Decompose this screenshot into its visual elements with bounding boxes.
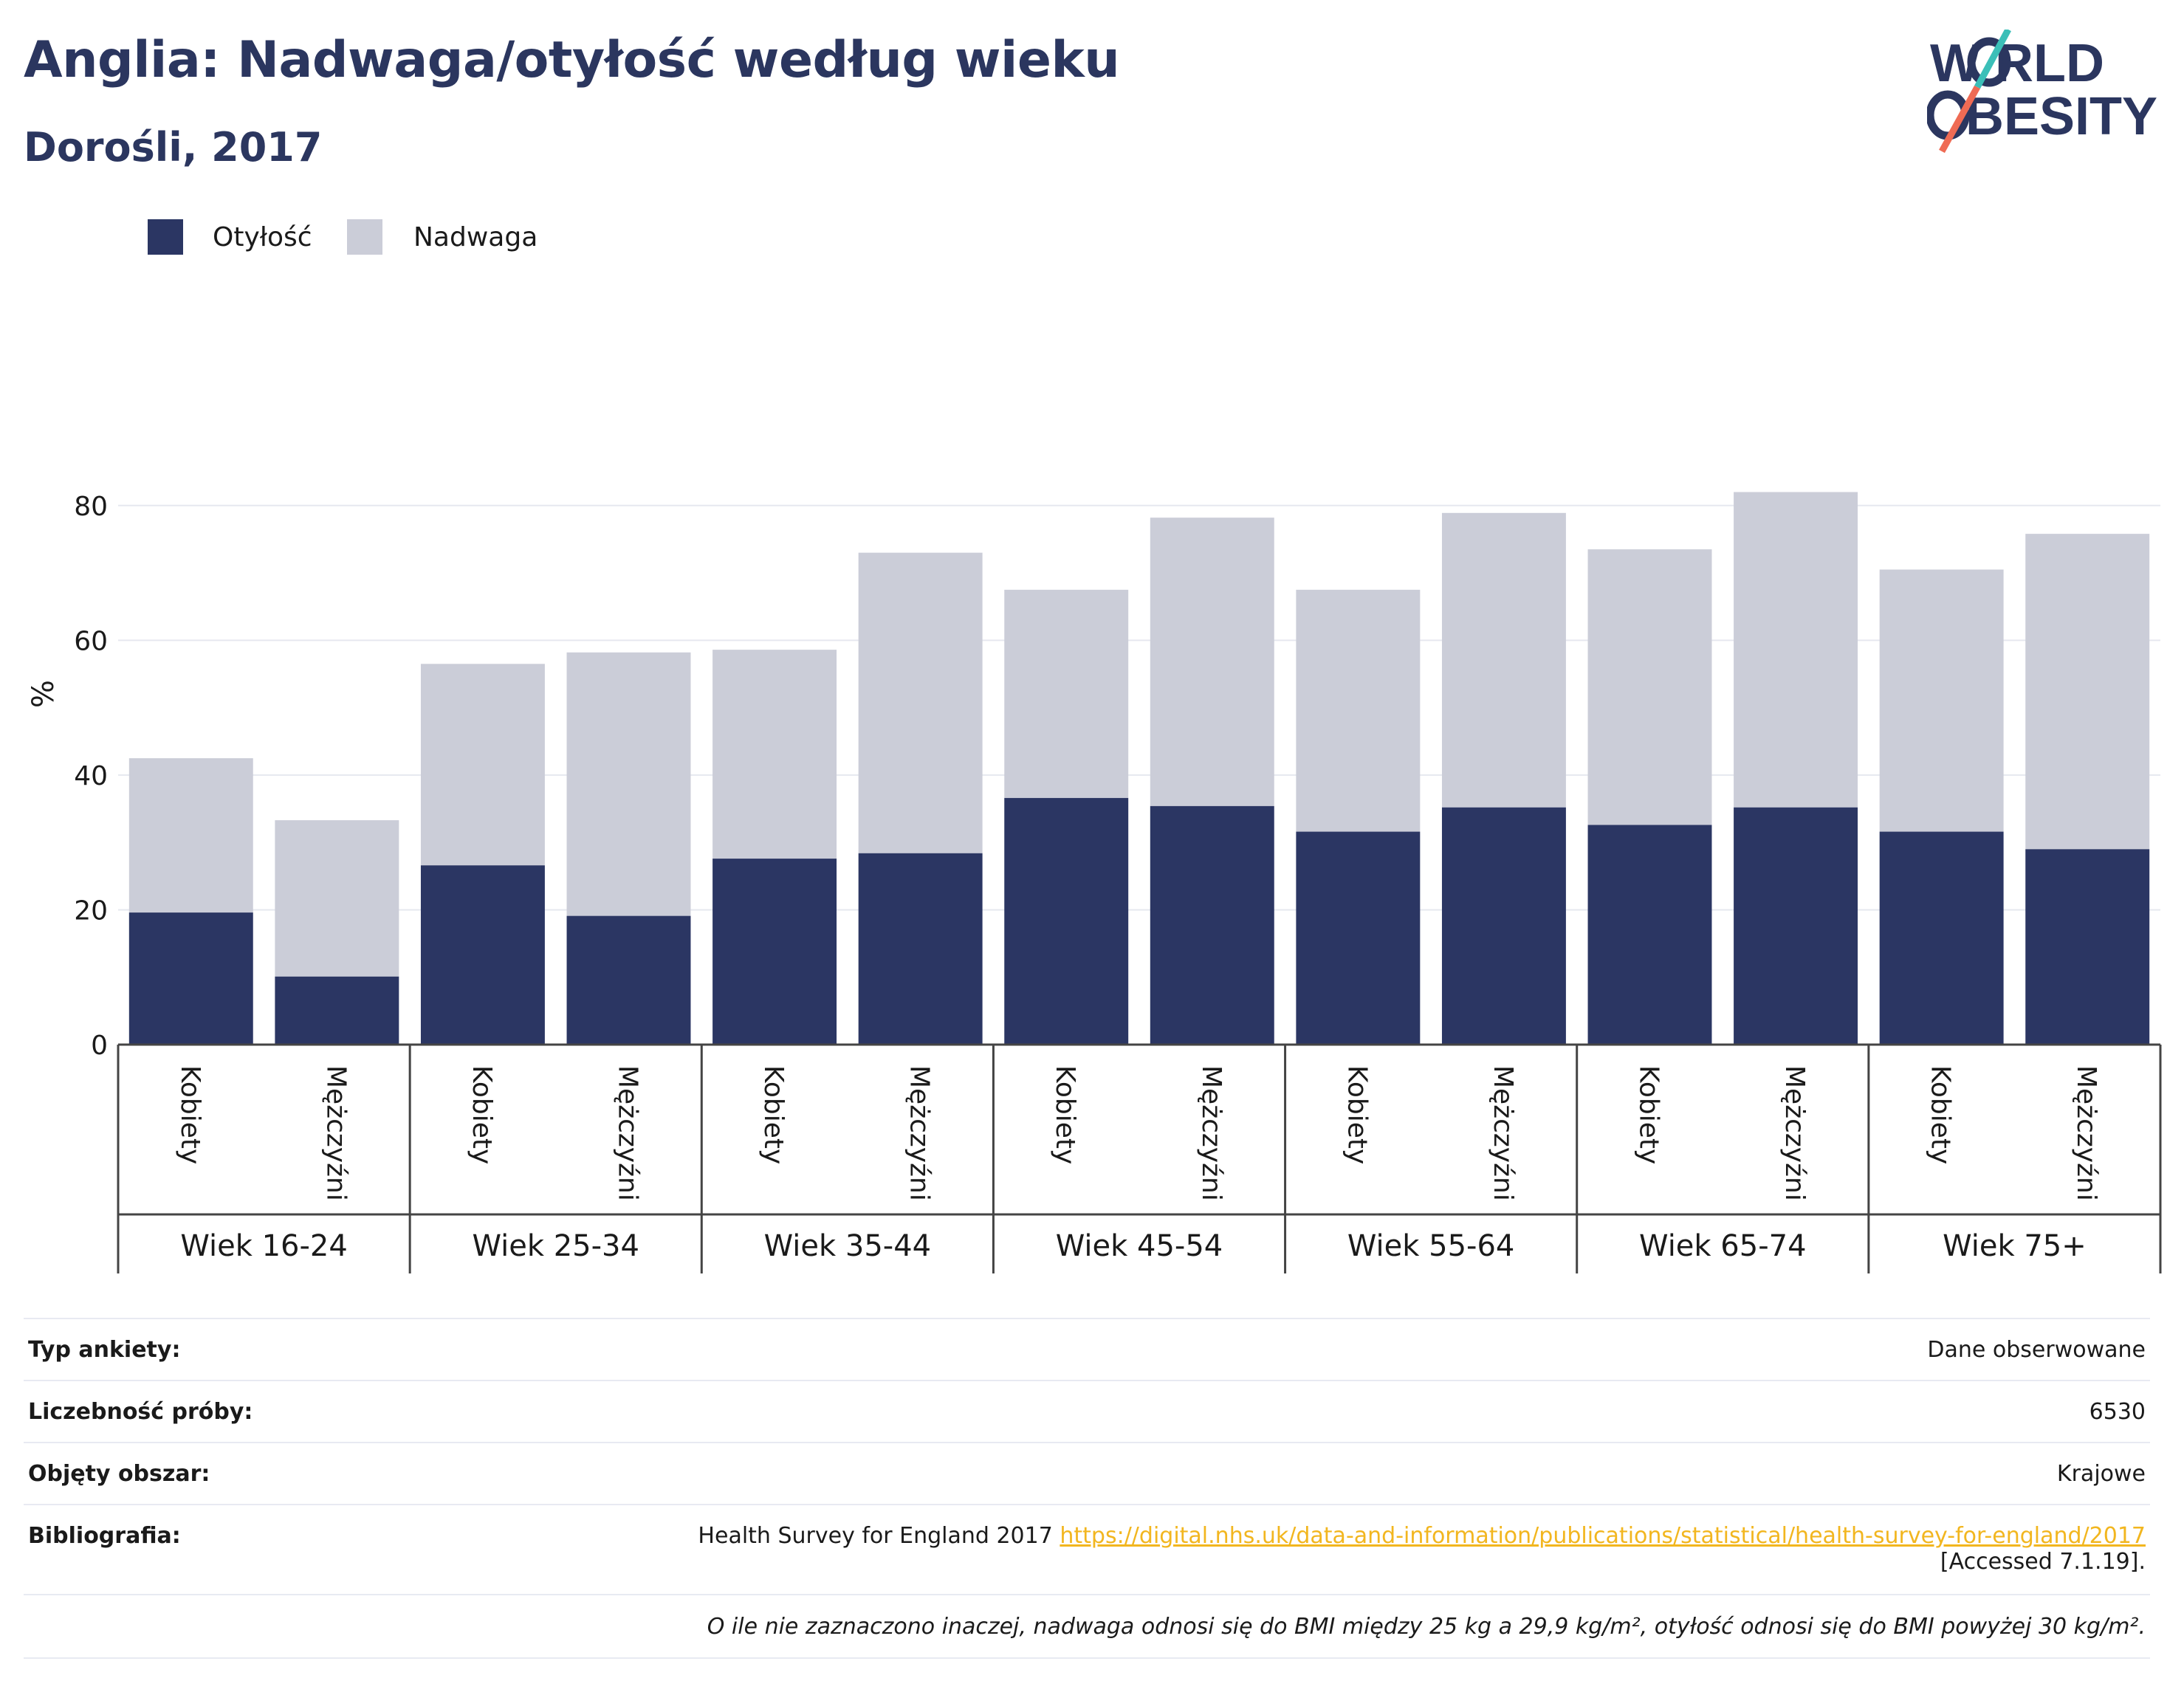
- info-label: Liczebność próby:: [24, 1380, 549, 1443]
- chart: Otyłość Nadwaga 0 20 40 60 80 Kobiety Mężczyźn…: [27, 219, 2162, 1273]
- info-table: Typ ankiety: Dane obserwowane Liczebność…: [24, 1318, 2150, 1659]
- info-label: Typ ankiety:: [24, 1318, 549, 1381]
- x-group-label: Wiek 45-54: [1056, 1229, 1223, 1263]
- bar-obesity: [566, 915, 691, 1045]
- info-row-sample-size: Liczebność próby: 6530: [24, 1380, 2150, 1443]
- bars: [128, 492, 2150, 1045]
- x-subcategory-label: Mężczyźni: [2071, 1065, 2101, 1201]
- bibliography-value: Health Survey for England 2017 https://d…: [549, 1504, 2150, 1595]
- legend: Otyłość Nadwaga: [148, 219, 538, 255]
- bar-obesity: [275, 976, 399, 1045]
- bar-obesity: [420, 865, 545, 1045]
- bar-obesity: [128, 912, 253, 1045]
- bibliography-text: Health Survey for England 2017: [698, 1523, 1053, 1549]
- x-subcategory-label: Kobiety: [1050, 1065, 1080, 1164]
- info-label: Objęty obszar:: [24, 1442, 549, 1505]
- y-tick-label: 60: [74, 626, 108, 656]
- x-group-label: Wiek 75+: [1943, 1229, 2087, 1263]
- bmi-note: O ile nie zaznaczono inaczej, nadwaga od…: [24, 1594, 2150, 1659]
- bar-obesity: [1441, 807, 1566, 1045]
- x-subcategory-label: Kobiety: [758, 1065, 789, 1164]
- x-group-label: Wiek 16-24: [180, 1229, 348, 1263]
- world-obesity-logo: W RLD BESITY: [1927, 30, 2157, 154]
- x-subcategory-label: Mężczyźni: [1488, 1065, 1518, 1201]
- bar-overweight: [420, 664, 545, 866]
- bar-overweight: [1441, 512, 1566, 808]
- legend-swatch-obesity: [148, 219, 183, 255]
- y-tick-label: 80: [74, 492, 108, 522]
- y-axis-label: %: [27, 680, 61, 708]
- bibliography-link[interactable]: https://digital.nhs.uk/data-and-informat…: [1060, 1523, 2146, 1549]
- info-value: Dane obserwowane: [549, 1318, 2150, 1381]
- bar-obesity: [1879, 831, 2004, 1045]
- y-tick-label: 40: [74, 761, 108, 791]
- info-row-note: O ile nie zaznaczono inaczej, nadwaga od…: [24, 1594, 2150, 1659]
- bar-overweight: [2025, 534, 2150, 850]
- info-row-bibliography: Bibliografia: Health Survey for England …: [24, 1504, 2150, 1595]
- x-subcategory-label: Kobiety: [175, 1065, 205, 1164]
- x-subcategory-label: Mężczyźni: [904, 1065, 935, 1201]
- x-subcategory-label: Mężczyźni: [1196, 1065, 1226, 1201]
- x-subcategory-label: Kobiety: [467, 1065, 497, 1164]
- x-subcategory-label: Kobiety: [1342, 1065, 1372, 1164]
- x-group-label: Wiek 25-34: [472, 1229, 639, 1263]
- bar-obesity: [858, 853, 983, 1045]
- bar-obesity: [712, 859, 837, 1045]
- y-tick-label: 20: [74, 895, 108, 926]
- x-subcategory-label: Kobiety: [1634, 1065, 1664, 1164]
- bar-overweight: [1150, 518, 1274, 806]
- chart-subtitle: Dorośli, 2017: [24, 124, 323, 171]
- y-tick-label: 0: [91, 1031, 108, 1061]
- bar-obesity: [1734, 807, 1858, 1045]
- bar-overweight: [275, 820, 399, 977]
- info-label: Bibliografia:: [24, 1504, 549, 1595]
- bar-overweight: [1879, 569, 2004, 832]
- bibliography-accessed: [Accessed 7.1.19].: [1940, 1549, 2146, 1575]
- axes: 0 20 40 60 80 Kobiety Mężczyźni Kobiety Mężczyźn…: [74, 492, 2162, 1273]
- info-row-survey-type: Typ ankiety: Dane obserwowane: [24, 1318, 2150, 1381]
- legend-label-overweight: Nadwaga: [413, 222, 538, 252]
- info-value: Krajowe: [549, 1442, 2150, 1505]
- legend-label-obesity: Otyłość: [213, 222, 312, 252]
- bar-overweight: [1004, 589, 1129, 798]
- bar-obesity: [1150, 805, 1274, 1045]
- bar-overweight: [712, 650, 837, 859]
- x-group-label: Wiek 65-74: [1639, 1229, 1807, 1263]
- chart-title: Anglia: Nadwaga/otyłość według wieku: [24, 31, 1120, 89]
- bar-obesity: [1296, 831, 1421, 1045]
- bar-overweight: [1734, 492, 1858, 808]
- bar-obesity: [1587, 825, 1712, 1045]
- x-subcategory-label: Kobiety: [1926, 1065, 1956, 1164]
- bar-overweight: [128, 758, 253, 913]
- bar-obesity: [2025, 849, 2150, 1045]
- bar-overweight: [1587, 549, 1712, 825]
- x-subcategory-label: Mężczyźni: [1779, 1065, 1810, 1201]
- info-value: 6530: [549, 1380, 2150, 1443]
- x-group-label: Wiek 35-44: [764, 1229, 932, 1263]
- info-row-area: Objęty obszar: Krajowe: [24, 1442, 2150, 1505]
- logo-line-obesity: BESITY: [1965, 87, 2157, 146]
- x-subcategory-label: Mężczyźni: [613, 1065, 643, 1201]
- bar-overweight: [858, 552, 983, 853]
- bar-overweight: [1296, 589, 1421, 832]
- bar-overweight: [566, 652, 691, 916]
- legend-swatch-overweight: [347, 219, 382, 255]
- logo-line-world: W RLD: [1930, 34, 2104, 93]
- bar-obesity: [1004, 797, 1129, 1045]
- x-group-label: Wiek 55-64: [1347, 1229, 1515, 1263]
- x-subcategory-label: Mężczyźni: [320, 1065, 351, 1201]
